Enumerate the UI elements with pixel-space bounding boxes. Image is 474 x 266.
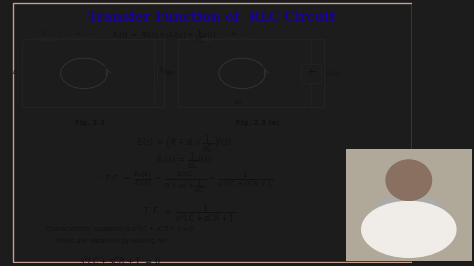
Text: $\frac{1}{sC}$: $\frac{1}{sC}$ xyxy=(308,66,315,78)
Circle shape xyxy=(386,160,431,200)
Text: $\therefore\;T.F.\;=\;\dfrac{1}{s^2LC+sCR+1}$: $\therefore\;T.F.\;=\;\dfrac{1}{s^2LC+sC… xyxy=(133,202,236,224)
Text: i: i xyxy=(74,100,75,105)
Text: Fig. 2.3 (a): Fig. 2.3 (a) xyxy=(237,120,280,126)
Bar xyxy=(178,39,324,107)
Ellipse shape xyxy=(362,201,456,257)
Text: ...Ans.: ...Ans. xyxy=(371,257,390,262)
Text: C: C xyxy=(160,67,164,72)
Text: $E_o(s)$: $E_o(s)$ xyxy=(326,69,340,78)
Circle shape xyxy=(386,160,431,200)
Text: Characteristic equation is $s^2LC+sCR+1=0$: Characteristic equation is $s^2LC+sCR+1=… xyxy=(46,224,195,236)
Bar xyxy=(22,39,164,107)
Bar xyxy=(301,64,321,83)
Text: sL: sL xyxy=(231,31,237,36)
Text: L: L xyxy=(76,31,80,36)
Text: Poles are obtained by solving for: Poles are obtained by solving for xyxy=(57,238,167,244)
Ellipse shape xyxy=(368,194,450,256)
Text: $E_o(s)\;=\;\dfrac{1}{sC}I(s)$: $E_o(s)\;=\;\dfrac{1}{sC}I(s)$ xyxy=(156,151,212,171)
Text: Fig. 2.3: Fig. 2.3 xyxy=(75,120,105,126)
Text: Transfer Function of  RLC Circuit: Transfer Function of RLC Circuit xyxy=(89,10,336,23)
Text: $s^2LC+sCR+1\;=\;0$: $s^2LC+sCR+1\;=\;0$ xyxy=(79,254,161,266)
Text: $E_i(s)\;=\;RI(s)+sLI(s)+\dfrac{1}{sC}I(s)$: $E_i(s)\;=\;RI(s)+sLI(s)+\dfrac{1}{sC}I(… xyxy=(111,29,217,45)
Text: R: R xyxy=(198,31,202,36)
Text: $E_o$: $E_o$ xyxy=(166,69,174,78)
Text: $E_i(s)$: $E_i(s)$ xyxy=(163,68,176,77)
Text: $\therefore\;T.F.\;=\;\dfrac{E_o(s)}{E_i(s)}\;=\;\dfrac{1/sC}{R+sL+\dfrac{1}{sC}: $\therefore\;T.F.\;=\;\dfrac{E_o(s)}{E_i… xyxy=(95,169,273,195)
Text: $E_i$: $E_i$ xyxy=(11,68,18,77)
Text: $E_i(s)\;=\;\left(R+sL+\dfrac{1}{sC}\right)I(s)$: $E_i(s)\;=\;\left(R+sL+\dfrac{1}{sC}\rig… xyxy=(137,133,232,153)
Text: I(s): I(s) xyxy=(234,100,242,105)
Text: R: R xyxy=(42,31,46,36)
